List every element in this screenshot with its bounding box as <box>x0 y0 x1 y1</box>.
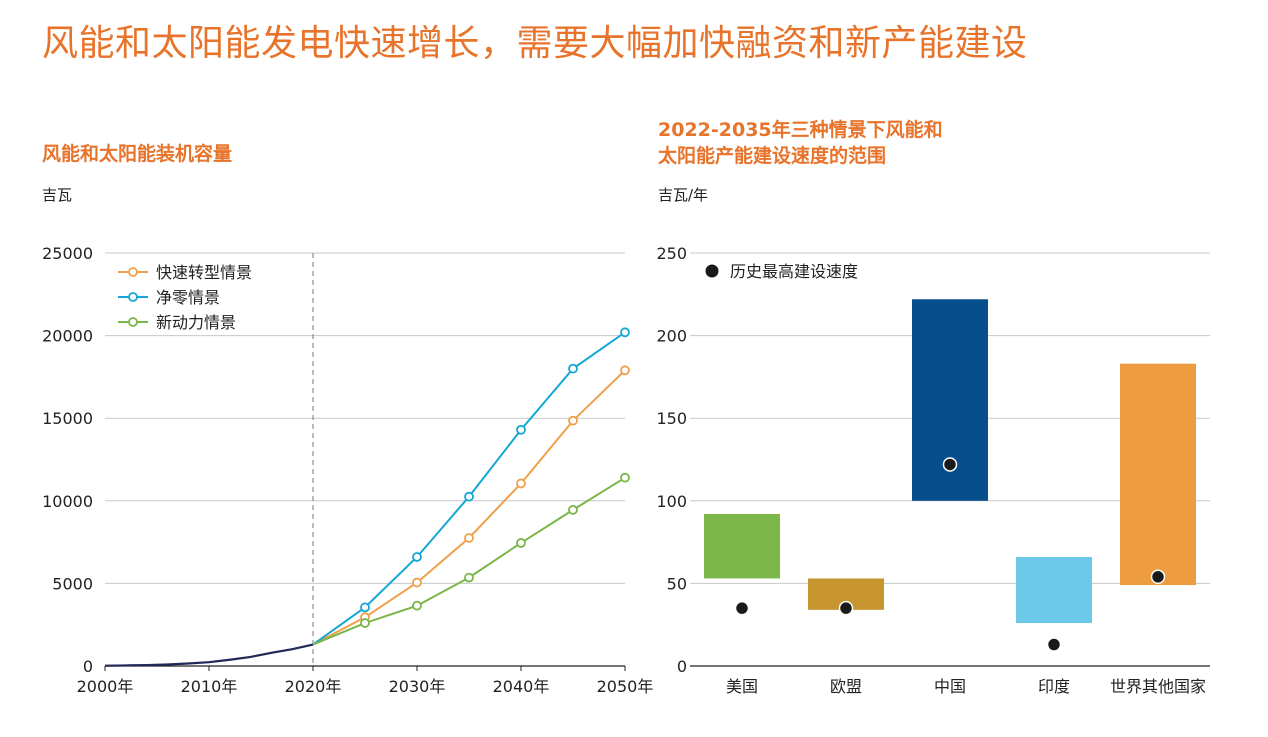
left-y-tick-label: 10000 <box>42 492 93 511</box>
legend-historical-max-label: 历史最高建设速度 <box>730 262 858 281</box>
series-point-0 <box>516 478 526 489</box>
left-x-tick-label: 2010年 <box>181 677 238 696</box>
series-point-1 <box>360 602 370 613</box>
series-point-1 <box>620 327 630 338</box>
right-y-tick-label: 200 <box>656 327 687 346</box>
series-point-2 <box>360 618 370 628</box>
series-point-1 <box>412 552 422 562</box>
legend-marker-2 <box>128 317 138 327</box>
range-bar <box>1120 363 1196 586</box>
left-x-tick-label: 2020年 <box>285 677 342 696</box>
series-point-1 <box>568 363 578 374</box>
left-x-tick-label: 2050年 <box>597 677 654 696</box>
right-y-tick-label: 150 <box>656 409 687 428</box>
series-point-2 <box>568 504 578 515</box>
right-y-tick-label: 100 <box>656 492 687 511</box>
legend-marker-1 <box>128 292 138 302</box>
historical-max-dot <box>942 457 958 472</box>
left-y-tick-label: 5000 <box>52 574 93 593</box>
range-bar <box>1016 556 1092 624</box>
right-y-tick-label: 250 <box>656 244 687 263</box>
left-x-tick-label: 2040年 <box>493 677 550 696</box>
category-label: 欧盟 <box>830 677 862 696</box>
legend-label-0: 快速转型情景 <box>156 263 252 282</box>
left-chart-unit: 吉瓦 <box>42 186 73 204</box>
category-label: 中国 <box>934 677 966 696</box>
historical-max-dot <box>734 600 750 616</box>
left-y-tick-label: 0 <box>83 657 93 676</box>
legend-marker-0 <box>128 267 138 277</box>
series-point-2 <box>516 538 526 548</box>
historical-max-dot <box>1150 569 1166 585</box>
left-x-tick-label: 2030年 <box>389 677 446 696</box>
right-chart-title-line2: 太阳能产能建设速度的范围 <box>658 145 887 167</box>
left-chart-title: 风能和太阳能装机容量 <box>42 143 233 165</box>
series-point-2 <box>620 472 630 483</box>
series-point-1 <box>516 424 526 435</box>
right-chart-title-line1: 2022-2035年三种情景下风能和 <box>658 119 943 141</box>
series-point-1 <box>464 491 474 502</box>
series-point-0 <box>412 577 422 588</box>
series-point-2 <box>464 572 474 583</box>
range-bar <box>704 514 780 579</box>
legend-dot-marker <box>705 264 719 278</box>
series-point-0 <box>568 415 578 426</box>
right-y-tick-label: 50 <box>667 574 687 593</box>
series-line-1 <box>312 331 626 646</box>
legend-label-1: 净零情景 <box>156 288 220 307</box>
historical-max-dot <box>838 600 854 616</box>
historical-max-dot <box>1046 637 1062 652</box>
right-y-tick-label: 0 <box>677 657 687 676</box>
right-chart-unit: 吉瓦/年 <box>658 186 709 204</box>
page-title: 风能和太阳能发电快速增长，需要大幅加快融资和新产能建设 <box>42 23 1028 64</box>
left-y-tick-label: 25000 <box>42 244 93 263</box>
left-y-tick-label: 15000 <box>42 409 93 428</box>
legend-label-2: 新动力情景 <box>156 313 236 332</box>
left-y-tick-label: 20000 <box>42 327 93 346</box>
series-point-0 <box>464 533 474 543</box>
history-series-line <box>104 643 314 667</box>
left-x-tick-label: 2000年 <box>77 677 134 696</box>
series-point-0 <box>620 365 630 376</box>
category-label: 印度 <box>1038 677 1070 696</box>
category-label: 世界其他国家 <box>1110 677 1206 696</box>
category-label: 美国 <box>726 677 758 696</box>
series-point-2 <box>412 600 422 611</box>
